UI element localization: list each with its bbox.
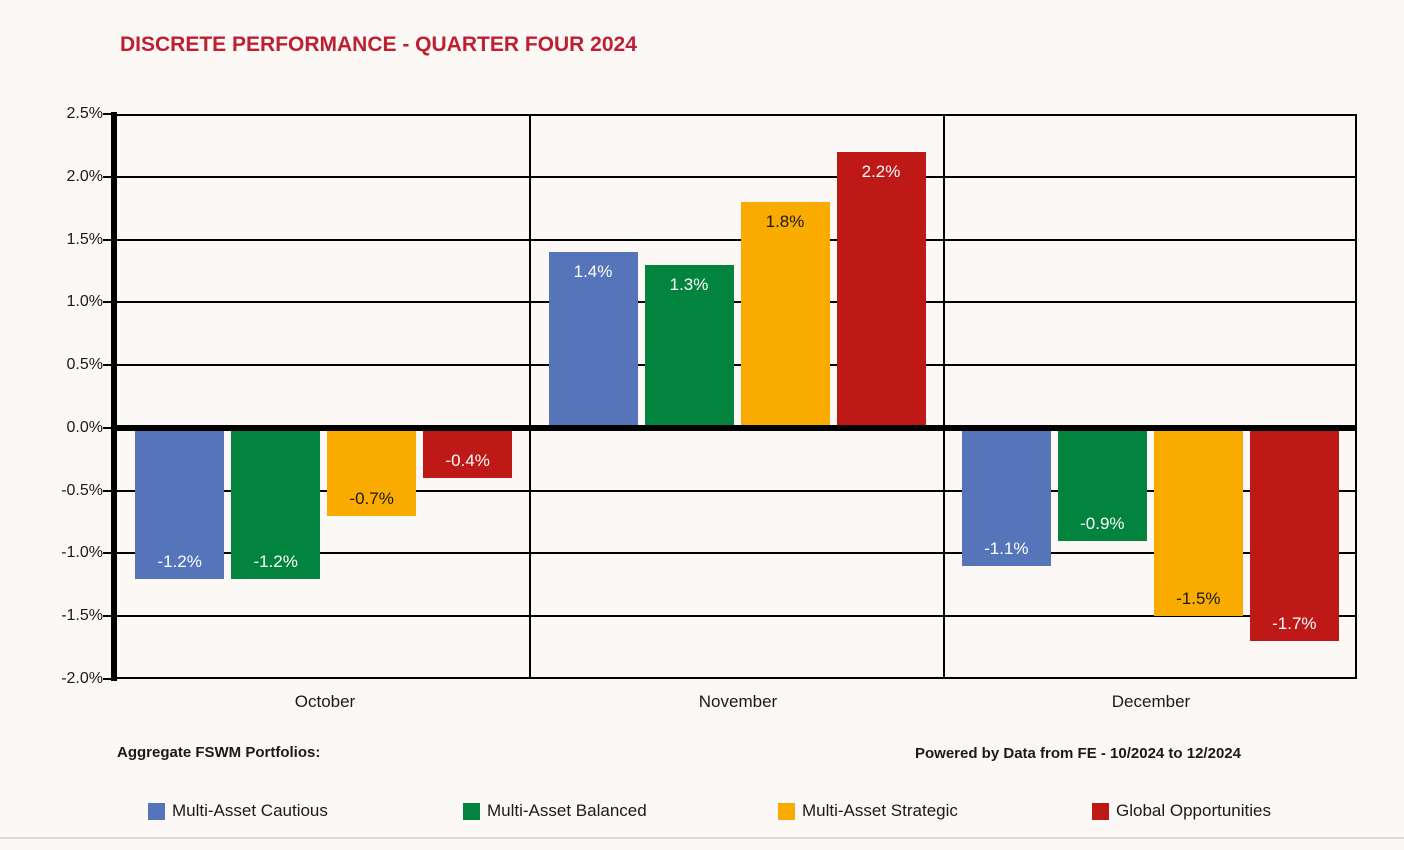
bar-value-label: -0.4% <box>445 451 490 471</box>
y-tick-label: 0.5% <box>66 356 103 374</box>
x-label-october: October <box>294 692 356 711</box>
legend-marker-global <box>1092 802 1109 820</box>
bar-multi-asset-strategic-december: -1.5% <box>1153 427 1243 617</box>
gridline <box>117 238 1357 241</box>
legend-marker-strategic <box>778 802 795 820</box>
bar-multi-asset-balanced-november: 1.3% <box>644 264 734 428</box>
plot-area: -1.2% -1.2% -0.7% -0.4% 1.4% 1.3% 1.8% 2.2% -1.1… <box>103 112 1357 681</box>
y-axis-tick <box>103 301 111 304</box>
y-axis: 2.5% 2.0% 1.5% 1.0% 0.5% 0.0% -0.5% -1.0% -1.5% -… <box>0 105 103 687</box>
x-label-december: December <box>1111 692 1191 711</box>
legend-label: Multi-Asset Cautious <box>172 801 328 820</box>
bar-value-label: -1.7% <box>1272 614 1317 634</box>
bar-global-opportunities-october: -0.4% <box>423 427 513 479</box>
category-divider <box>529 114 532 679</box>
y-tick-label: 0.0% <box>66 418 103 436</box>
y-tick-label: 1.0% <box>66 293 103 311</box>
bar-multi-asset-cautious-november: 1.4% <box>548 252 638 428</box>
y-tick-label: -1.5% <box>61 607 103 625</box>
y-axis-tick <box>103 175 111 178</box>
y-axis-tick <box>103 426 111 429</box>
plot-border-top <box>117 114 1357 116</box>
bar-multi-asset-balanced-october: -1.2% <box>231 427 321 579</box>
bottom-divider <box>0 837 1404 839</box>
plot-border-right <box>1355 114 1357 679</box>
bar-value-label: -1.2% <box>157 551 202 571</box>
category-divider <box>942 114 945 679</box>
bar-multi-asset-strategic-november: 1.8% <box>740 201 830 428</box>
bar-multi-asset-cautious-december: -1.1% <box>961 427 1051 566</box>
y-axis-tick <box>103 238 111 241</box>
legend-marker-cautious <box>148 802 165 820</box>
bar-value-label: -1.5% <box>1176 589 1221 609</box>
y-tick-label: -0.5% <box>61 481 103 499</box>
legend-label: Multi-Asset Balanced <box>487 801 647 820</box>
y-tick-label: -2.0% <box>61 670 103 687</box>
bar-global-opportunities-november: 2.2% <box>836 151 926 428</box>
gridline <box>117 364 1357 367</box>
legend-marker-balanced <box>463 802 480 820</box>
bar-value-label: -1.2% <box>253 551 298 571</box>
bar-multi-asset-strategic-october: -0.7% <box>327 427 417 516</box>
legend-label: Multi-Asset Strategic <box>802 801 958 820</box>
gridline <box>117 552 1357 555</box>
legend: Multi-Asset Cautious Multi-Asset Balance… <box>0 799 1404 823</box>
footnote-data-source: Powered by Data from FE - 10/2024 to 12/… <box>915 745 1241 762</box>
y-axis-tick <box>103 489 111 492</box>
y-axis-tick <box>103 678 111 680</box>
footnote-portfolios: Aggregate FSWM Portfolios: <box>117 744 321 761</box>
x-label-november: November <box>698 692 778 711</box>
legend-item-global: Global Opportunities <box>1092 799 1271 823</box>
bar-value-label: 2.2% <box>861 161 901 181</box>
legend-label: Global Opportunities <box>1116 801 1271 820</box>
bar-value-label: 1.3% <box>669 274 709 294</box>
bar-value-label: 1.8% <box>765 211 805 231</box>
chart-title: DISCRETE PERFORMANCE - QUARTER FOUR 2024 <box>120 33 637 56</box>
y-tick-label: 1.5% <box>66 230 103 248</box>
y-axis-tick <box>103 364 111 367</box>
legend-item-balanced: Multi-Asset Balanced <box>463 799 647 823</box>
bar-value-label: -1.1% <box>984 538 1029 558</box>
gridline <box>117 301 1357 304</box>
bar-multi-asset-cautious-october: -1.2% <box>135 427 225 579</box>
y-axis-tick <box>103 552 111 555</box>
bar-value-label: -0.7% <box>349 488 394 508</box>
x-axis-labels: October November December <box>117 692 1357 716</box>
bar-multi-asset-balanced-december: -0.9% <box>1057 427 1147 541</box>
gridline <box>117 175 1357 178</box>
y-tick-label: 2.0% <box>66 167 103 185</box>
bar-global-opportunities-december: -1.7% <box>1249 427 1339 642</box>
legend-item-cautious: Multi-Asset Cautious <box>148 799 328 823</box>
zero-axis-line <box>117 424 1357 431</box>
y-axis-tick <box>103 113 111 115</box>
y-tick-label: 2.5% <box>66 105 103 122</box>
gridline <box>117 489 1357 492</box>
legend-item-strategic: Multi-Asset Strategic <box>778 799 958 823</box>
bar-value-label: 1.4% <box>573 262 613 282</box>
y-axis-tick <box>103 615 111 618</box>
y-tick-label: -1.0% <box>61 544 103 562</box>
gridline <box>117 615 1357 618</box>
y-axis-spine <box>111 112 117 681</box>
plot-border-bottom <box>117 677 1357 679</box>
bar-value-label: -0.9% <box>1080 513 1125 533</box>
